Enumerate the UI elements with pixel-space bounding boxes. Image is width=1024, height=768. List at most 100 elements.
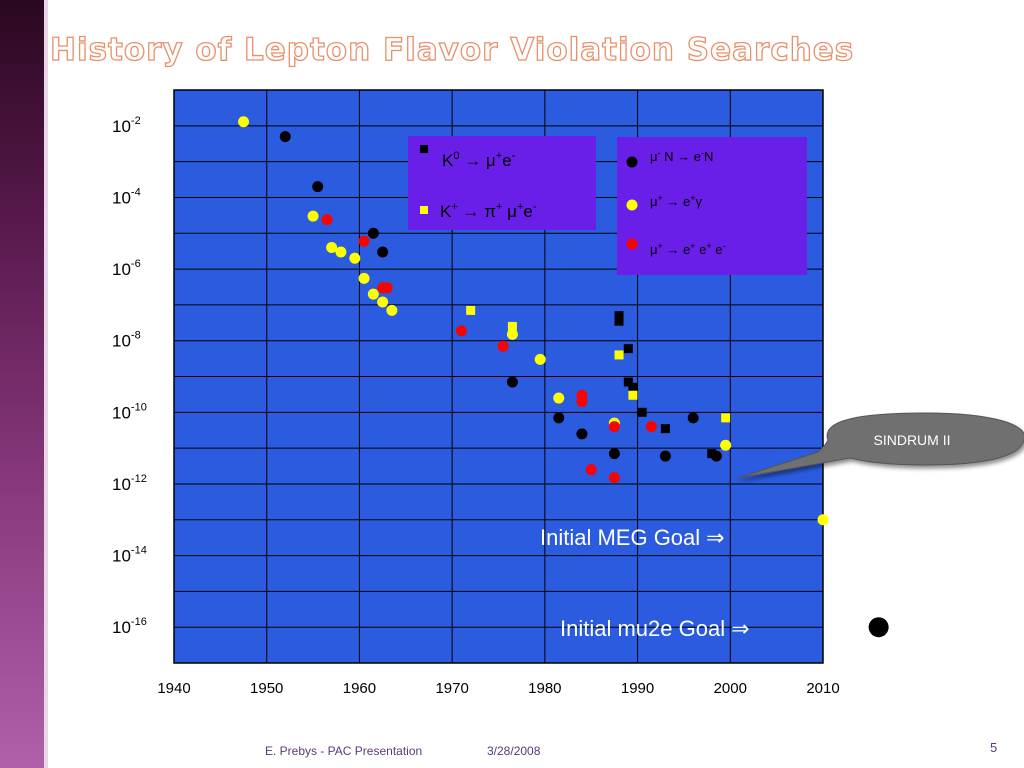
y-tick-label: 10-16 <box>112 616 147 637</box>
data-point <box>367 288 379 300</box>
x-tick-label: 1950 <box>250 680 283 697</box>
page-number: 5 <box>990 740 998 755</box>
data-point <box>623 377 633 387</box>
k0-sup3: - <box>512 150 516 162</box>
legend-kaon: K0 → μ+e- K+ → π+ μ+e- <box>408 136 596 230</box>
data-point <box>534 353 546 365</box>
data-point <box>279 131 291 143</box>
data-point <box>349 252 361 264</box>
y-tick-label: 10-8 <box>112 330 141 351</box>
data-point <box>608 472 620 484</box>
x-tick-label: 2010 <box>806 680 839 697</box>
data-point <box>707 449 717 459</box>
data-point <box>628 382 638 392</box>
data-point <box>506 328 518 340</box>
data-point <box>553 412 565 424</box>
data-point <box>321 214 333 226</box>
data-points <box>238 116 732 484</box>
x-tick-label: 1990 <box>621 680 654 697</box>
data-point <box>386 304 398 316</box>
callout-bubble <box>737 412 1024 479</box>
data-point <box>608 448 620 460</box>
data-point <box>576 396 588 408</box>
sidebar-decoration <box>0 0 44 768</box>
data-point <box>721 413 731 423</box>
y-tick-label: 10-10 <box>112 401 147 422</box>
data-point <box>659 450 671 462</box>
mu2e-goal-arrow: ⇒ <box>731 616 749 641</box>
data-point <box>377 246 389 258</box>
data-point <box>585 464 597 476</box>
k0-e: e <box>502 151 511 170</box>
x-tick-label: 1970 <box>435 680 468 697</box>
data-point <box>377 296 389 308</box>
data-point <box>358 235 370 247</box>
k0-sup2: + <box>496 150 502 162</box>
data-point <box>576 428 588 440</box>
data-point <box>614 316 624 326</box>
callout-label: SINDRUM II <box>874 432 951 448</box>
k0-rest: → μ <box>459 151 495 170</box>
data-point <box>466 305 476 315</box>
data-point <box>455 325 467 337</box>
data-point <box>507 321 517 331</box>
data-point <box>497 340 509 352</box>
footer-date: 3/28/2008 <box>487 744 541 758</box>
data-point <box>238 116 250 128</box>
y-tick-label: 10-14 <box>112 545 147 566</box>
legend-muon: μ- N → e-N μ+ → e+γ μ+ → e+ e+ e- <box>617 137 807 275</box>
y-tick-label: 10-2 <box>112 115 141 136</box>
y-tick-label: 10-12 <box>112 473 147 494</box>
data-point <box>720 439 732 451</box>
legend-label-mu-egamma: μ+ → e+γ <box>650 193 703 209</box>
data-point <box>506 376 518 388</box>
data-point <box>553 392 565 404</box>
data-point <box>637 407 647 417</box>
data-point <box>326 242 338 254</box>
data-point <box>608 421 620 433</box>
k0-sup: 0 <box>453 150 459 162</box>
mu2e-goal-label: Initial mu2e Goal ⇒ <box>560 616 750 641</box>
data-point <box>367 227 379 239</box>
data-point <box>335 246 347 258</box>
legend-label-k0: K0 → μ+e- <box>442 150 516 170</box>
data-point <box>614 350 624 360</box>
sindrum-callout: SINDRUM II <box>737 412 1024 479</box>
lfv-chart: 10-2 10-4 10-6 10-8 10-10 10-12 10-14 10-16 194… <box>112 89 1024 697</box>
legend-marker-k0 <box>420 145 428 153</box>
data-point <box>660 424 670 434</box>
footer-author: E. Prebys - PAC Presentation <box>265 744 423 758</box>
x-tick-label: 1980 <box>528 680 561 697</box>
legend-muon-box <box>617 137 807 275</box>
sidebar-divider <box>44 0 48 768</box>
meg-goal-point <box>817 514 829 526</box>
x-tick-label: 1960 <box>343 680 376 697</box>
data-point <box>312 181 324 193</box>
slide-title: History of Lepton Flavor Violation Searc… <box>49 31 855 68</box>
data-point <box>381 282 393 294</box>
data-point <box>628 390 638 400</box>
legend-label-mu-3e: μ+ → e+ e+ e- <box>650 241 725 257</box>
y-axis-ticks: 10-2 10-4 10-6 10-8 10-10 10-12 10-14 10-16 <box>112 115 147 637</box>
mu2e-goal-point <box>868 617 889 638</box>
data-point <box>358 272 370 284</box>
legend-marker-mu-conversion <box>626 156 638 168</box>
legend-kaon-box <box>408 136 596 230</box>
meg-goal-label: Initial MEG Goal ⇒ <box>540 525 725 550</box>
x-tick-label: 2000 <box>714 680 747 697</box>
x-axis-ticks: 1940 1950 1960 1970 1980 1990 2000 2010 <box>157 680 839 697</box>
data-point <box>614 311 624 321</box>
legend-label-kplus: K+ → π+ μ+e- <box>440 201 537 221</box>
k0-k: K <box>442 151 454 170</box>
legend-marker-mu-3e <box>626 238 638 250</box>
y-tick-label: 10-4 <box>112 186 141 207</box>
data-point <box>623 344 633 354</box>
meg-goal-arrow: ⇒ <box>706 525 724 550</box>
data-point <box>645 421 657 433</box>
data-point <box>687 412 699 424</box>
goal-points <box>817 514 889 638</box>
legend-marker-mu-egamma <box>626 199 638 211</box>
data-point <box>307 210 319 222</box>
x-tick-label: 1940 <box>157 680 190 697</box>
legend-marker-kplus <box>420 206 428 214</box>
